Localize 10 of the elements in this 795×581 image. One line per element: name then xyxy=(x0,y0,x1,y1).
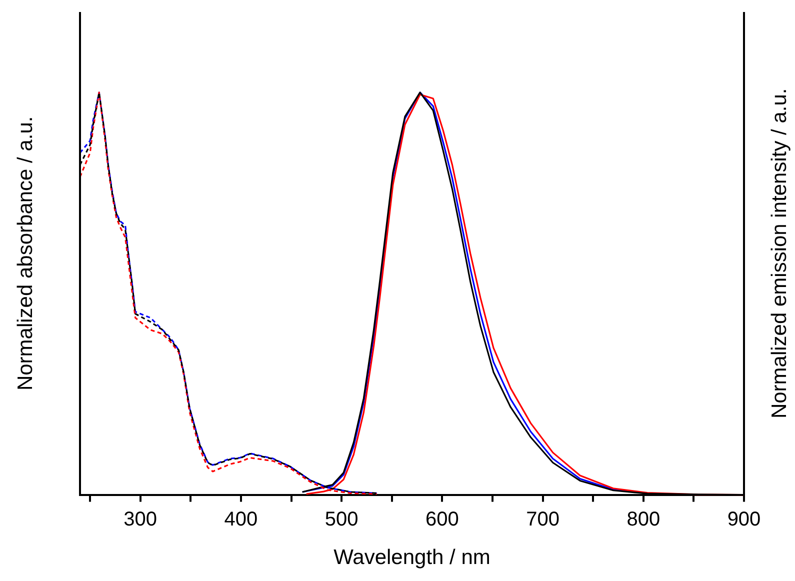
x-tick-label: 600 xyxy=(425,508,459,530)
x-tick-label: 300 xyxy=(124,508,158,530)
x-tick-label: 800 xyxy=(626,508,660,530)
x-tick-label: 400 xyxy=(224,508,258,530)
y-axis-title: Normalized absorbance / a.u. xyxy=(14,116,37,391)
x-axis-title: Wavelength / nm xyxy=(334,546,490,570)
x-tick-label: 700 xyxy=(526,508,560,530)
y2-axis-title: Normalized emission intensity / a.u. xyxy=(768,88,791,419)
x-tick-label: 500 xyxy=(324,508,358,530)
x-tick-label: 900 xyxy=(727,508,761,530)
